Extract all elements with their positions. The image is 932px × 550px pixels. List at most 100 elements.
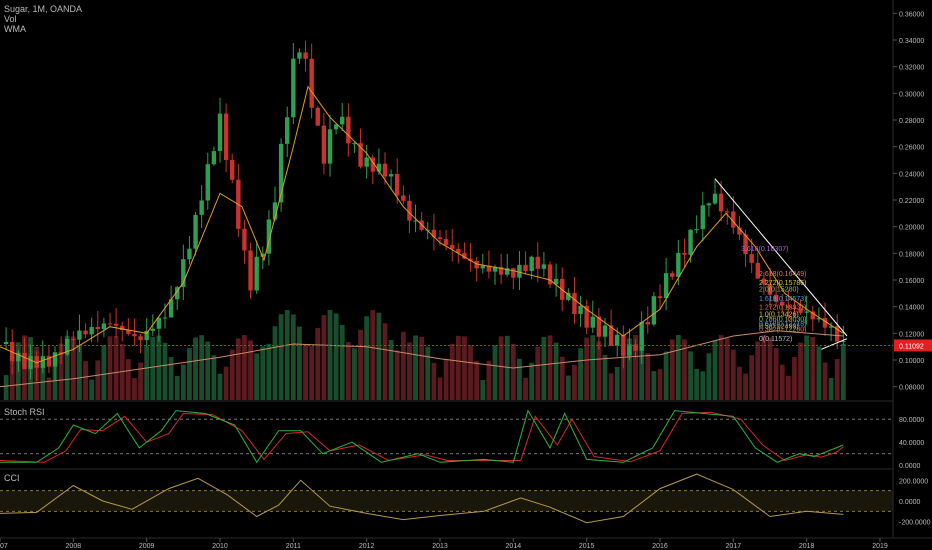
candle-body: [46, 356, 52, 367]
volume-bar: [352, 348, 357, 400]
candle-body: [138, 336, 143, 341]
candle-body: [676, 252, 681, 277]
volume-bar: [498, 336, 504, 400]
volume-bar: [407, 342, 412, 400]
cci-band: [0, 490, 893, 512]
volume-bar: [620, 349, 626, 400]
volume-bar: [83, 361, 88, 400]
volume-bar: [840, 344, 846, 400]
candle-body: [511, 268, 516, 278]
candle-body: [773, 294, 779, 302]
volume-bar: [810, 336, 816, 400]
y-tick-label: 0.28000: [899, 118, 924, 125]
candle-body: [566, 292, 571, 300]
y-tick-label: 0.24000: [899, 171, 924, 178]
candle-body: [28, 356, 33, 370]
x-tick-label: 2016: [652, 543, 668, 550]
last-price-label: 0.11092: [899, 343, 924, 350]
candle-body: [193, 214, 198, 249]
y-tick-label: 0.22000: [899, 198, 924, 205]
candle-body: [657, 296, 663, 299]
volume-bar: [480, 379, 486, 400]
volume-bar: [388, 339, 394, 400]
stoch-d-line: [0, 411, 844, 463]
volume-bar: [504, 335, 510, 400]
candle-body: [841, 340, 846, 342]
candle-body: [364, 157, 369, 167]
candle-body: [835, 326, 840, 342]
volume-bar: [828, 378, 834, 400]
volume-bar: [95, 360, 101, 400]
candle-body: [205, 164, 210, 201]
candle-body: [755, 262, 760, 279]
volume-bar: [113, 335, 119, 400]
candle-body: [535, 256, 540, 269]
volume-bar: [101, 344, 107, 400]
candle-body: [822, 318, 828, 328]
candle-body: [670, 273, 675, 277]
candle-body: [16, 352, 21, 362]
candle-body: [480, 265, 485, 269]
y-tick-label: 0.30000: [899, 91, 924, 98]
legend-title: Sugar, 1M, OANDA: [4, 4, 83, 14]
candle-body: [22, 352, 27, 370]
candle-body: [77, 330, 82, 340]
volume-bar: [235, 338, 241, 400]
stoch-y-tick-label: 80.0000: [899, 417, 924, 424]
candle-body: [71, 338, 76, 340]
candle-body: [40, 356, 45, 368]
volume-bar: [449, 343, 455, 400]
candle-body: [291, 58, 296, 118]
candle-body: [553, 278, 559, 285]
volume-bar: [834, 359, 840, 400]
y-tick-label: 0.32000: [899, 65, 924, 72]
volume-bar: [58, 343, 64, 400]
volume-bar: [156, 335, 162, 400]
y-tick-label: 0.36000: [899, 11, 924, 18]
cci-y-tick-label: -200.0000: [899, 520, 931, 527]
volume-bar: [773, 348, 779, 400]
candle-body: [633, 344, 638, 351]
candle-body: [718, 193, 724, 212]
candle-body: [388, 174, 394, 177]
candle-body: [333, 124, 339, 130]
candle-body: [712, 193, 718, 204]
volume-bar: [266, 343, 272, 400]
candle-body: [303, 52, 308, 59]
volume-bar: [297, 326, 302, 400]
volume-bar: [254, 353, 260, 400]
legend: Sugar, 1M, OANDA Vol WMA: [4, 4, 82, 34]
candle-body: [34, 356, 39, 368]
volume-bar: [724, 338, 730, 400]
volume-bar: [138, 362, 143, 400]
candle-body: [156, 317, 162, 329]
candle-body: [187, 248, 192, 260]
volume-bar: [364, 316, 370, 400]
candle-body: [651, 296, 657, 325]
volume-bar: [193, 337, 198, 400]
volume-bar: [242, 335, 247, 400]
candle-body: [285, 117, 290, 144]
volume-bar: [125, 359, 131, 400]
candle-body: [83, 330, 88, 335]
cci-y-tick-label: 200.0000: [899, 478, 928, 485]
x-tick-label: 2008: [66, 543, 82, 550]
candle-body: [584, 305, 589, 328]
fib-level-label: 0.786(0.13030): [759, 317, 806, 324]
fib-level-label: 3.618(0.18307): [741, 246, 788, 253]
y-tick-label: 0.26000: [899, 145, 924, 152]
candle-body: [810, 311, 815, 320]
x-tick-label: 2010: [212, 543, 228, 550]
candle-body: [749, 254, 754, 263]
candle-body: [761, 278, 767, 284]
candle-body: [498, 266, 504, 275]
candle-body: [321, 125, 327, 164]
candle-body: [590, 316, 595, 328]
volume-bar: [785, 375, 791, 400]
candle-body: [376, 163, 382, 172]
volume-bar: [730, 349, 736, 400]
volume-bar: [486, 360, 492, 400]
candle-body: [217, 113, 223, 152]
volume-bar: [272, 326, 278, 400]
candle-body: [572, 292, 577, 315]
